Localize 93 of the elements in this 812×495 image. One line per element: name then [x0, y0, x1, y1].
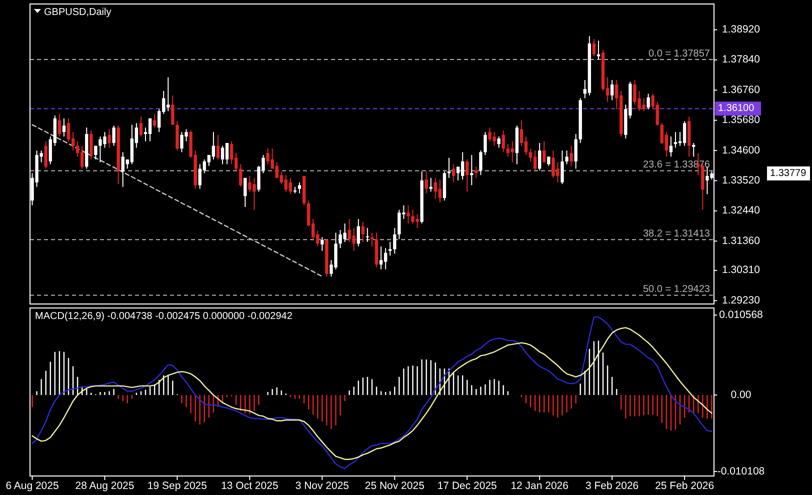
- candlestick: [434, 177, 438, 200]
- candlestick: [542, 140, 546, 163]
- x-tick-label: 17 Dec 2025: [437, 480, 498, 492]
- candlestick: [466, 158, 469, 192]
- candlestick: [533, 150, 537, 171]
- ref-line-label: 38.2 = 1.31413: [642, 228, 710, 240]
- x-tick-label: 13 Oct 2025: [221, 480, 278, 492]
- candlestick: [108, 128, 111, 148]
- y-tick-label: 1.35680: [722, 114, 760, 126]
- candlestick: [560, 150, 564, 185]
- candlestick: [152, 113, 156, 128]
- candlestick: [130, 124, 134, 165]
- candlestick: [244, 177, 247, 208]
- candlestick: [646, 93, 650, 110]
- candlestick: [429, 177, 432, 192]
- candlestick: [44, 140, 48, 170]
- candlestick: [320, 236, 324, 252]
- candlestick: [370, 232, 374, 247]
- candlestick: [596, 40, 600, 60]
- candlestick: [538, 142, 542, 171]
- candlestick: [424, 170, 428, 194]
- candlestick: [565, 150, 568, 165]
- ref-line-label: 1.36100: [718, 103, 755, 114]
- candlestick: [62, 118, 66, 138]
- y-tick-label: 1.36760: [722, 84, 760, 96]
- chart-title: GBPUSD,Daily: [44, 7, 112, 18]
- candlestick: [547, 156, 550, 166]
- candlestick: [510, 140, 514, 163]
- y-tick-label: 1.37840: [722, 54, 760, 66]
- candlestick: [361, 221, 365, 242]
- line-series: [32, 124, 323, 277]
- candlestick: [484, 132, 487, 156]
- candlestick: [574, 134, 578, 170]
- candlestick: [474, 166, 478, 178]
- candlestick: [239, 164, 242, 188]
- x-tick-label: 6 Aug 2025: [6, 480, 59, 492]
- candlestick: [230, 140, 234, 165]
- y-tick-label: 0.00: [730, 388, 752, 401]
- candlestick: [139, 116, 143, 138]
- candlestick: [366, 227, 370, 242]
- candlestick: [592, 38, 596, 57]
- candlestick: [220, 145, 224, 165]
- x-tick-label: 25 Nov 2025: [364, 480, 425, 492]
- candlestick: [58, 113, 62, 138]
- candlestick: [148, 118, 152, 142]
- candlestick: [94, 145, 98, 160]
- y-tick-label: 0.010568: [719, 308, 764, 321]
- x-tick-label: 3 Feb 2026: [586, 480, 639, 492]
- x-tick-label: 28 Aug 2025: [75, 480, 134, 492]
- x-tick-label: 19 Sep 2025: [147, 480, 208, 492]
- candlestick: [66, 118, 70, 142]
- candlestick: [298, 182, 302, 194]
- candlestick: [284, 174, 288, 192]
- candlestick: [356, 218, 360, 247]
- candlestick: [406, 204, 410, 224]
- candlestick: [674, 132, 678, 148]
- candlestick: [171, 94, 174, 126]
- y-tick-label: -0.010108: [717, 465, 765, 478]
- y-tick-label: 1.29230: [722, 294, 760, 306]
- candlestick: [502, 130, 505, 153]
- candlestick: [452, 164, 456, 183]
- y-tick-label: 1.31360: [722, 234, 760, 247]
- candlestick: [352, 227, 356, 252]
- candlestick: [216, 134, 220, 160]
- y-tick-label: 1.34600: [722, 144, 760, 156]
- candlestick: [470, 154, 474, 186]
- y-tick-label: 1.30310: [722, 264, 760, 276]
- y-tick-label: 1.32440: [722, 204, 760, 217]
- candlestick: [176, 120, 179, 152]
- y-tick-label: 1.33520: [722, 174, 760, 186]
- candlestick: [379, 246, 383, 270]
- candlestick: [388, 241, 392, 256]
- candlestick: [90, 130, 93, 160]
- x-tick-label: 3 Nov 2025: [295, 480, 350, 492]
- chart-title: MACD(12,26,9) -0.004738 -0.002475 0.000000 -0.002942: [35, 311, 293, 322]
- candlestick: [682, 120, 686, 146]
- candlestick: [225, 142, 229, 165]
- x-tick-label: 12 Jan 2026: [510, 480, 569, 492]
- y-tick-label: 1.38920: [722, 24, 760, 36]
- candlestick: [497, 136, 500, 148]
- text: 1.33779: [770, 168, 807, 180]
- candlestick: [479, 150, 482, 176]
- candlestick: [112, 125, 116, 146]
- candlestick: [692, 142, 696, 158]
- ref-line-label: 50.0 = 1.29423: [642, 284, 710, 296]
- candlestick: [288, 177, 292, 195]
- ref-line-label: 0.0 = 1.37857: [648, 48, 710, 60]
- candlestick: [438, 179, 442, 204]
- x-tick-label: 25 Feb 2026: [655, 480, 714, 492]
- candlestick: [393, 227, 396, 254]
- candlestick: [570, 145, 573, 166]
- candlestick: [610, 80, 614, 101]
- candlestick: [212, 132, 216, 160]
